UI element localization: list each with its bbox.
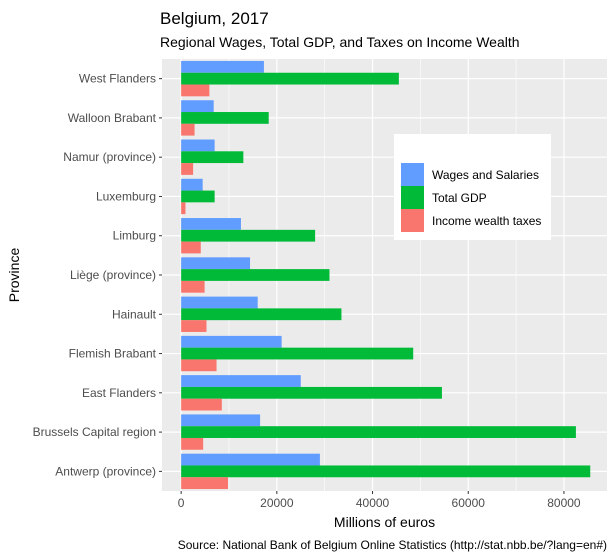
bar-total-gdp-4 <box>181 308 342 321</box>
y-tick-label: Luxemburg <box>96 189 156 203</box>
y-tick-label: Limburg <box>113 229 156 243</box>
bar-total-gdp-1 <box>181 426 576 438</box>
y-tick-label: Liège (province) <box>70 268 156 282</box>
bar-income-wealth-taxes-9 <box>181 123 195 136</box>
legend-swatch <box>401 163 424 186</box>
bar-wages-and-salaries-2 <box>181 375 301 387</box>
bar-income-wealth-taxes-8 <box>181 163 194 175</box>
bar-wages-and-salaries-1 <box>181 414 261 427</box>
y-tick-label: Namur (province) <box>63 150 156 164</box>
bar-income-wealth-taxes-4 <box>181 320 207 332</box>
legend-label: Total GDP <box>432 191 487 205</box>
x-tick-label: 40000 <box>356 496 390 510</box>
y-axis-title: Province <box>6 248 22 303</box>
bar-income-wealth-taxes-3 <box>181 359 217 372</box>
y-tick-label: Brussels Capital region <box>33 425 156 439</box>
chart-title: Belgium, 2017 <box>160 9 269 28</box>
bar-wages-and-salaries-5 <box>181 257 251 270</box>
y-tick-label: Hainault <box>112 307 157 321</box>
bar-total-gdp-5 <box>181 269 330 281</box>
bar-wages-and-salaries-4 <box>181 296 258 309</box>
bar-total-gdp-0 <box>181 465 591 478</box>
x-axis-title: Millions of euros <box>334 514 435 530</box>
chart-caption: Source: National Bank of Belgium Online … <box>178 538 607 552</box>
bar-wages-and-salaries-0 <box>181 453 320 466</box>
bar-wages-and-salaries-3 <box>181 335 282 348</box>
bar-wages-and-salaries-7 <box>181 178 203 191</box>
legend-swatch <box>401 209 424 232</box>
bar-income-wealth-taxes-5 <box>181 280 205 293</box>
bar-income-wealth-taxes-2 <box>181 398 222 411</box>
bar-total-gdp-10 <box>181 72 399 85</box>
x-tick-label: 80000 <box>547 496 581 510</box>
x-tick-label: 0 <box>178 496 185 510</box>
bars <box>181 60 591 490</box>
y-tick-labels: Antwerp (province) Brussels Capital regio… <box>33 72 162 478</box>
y-tick-label: Walloon Brabant <box>68 111 157 125</box>
legend-label: Income wealth taxes <box>432 214 541 228</box>
bar-total-gdp-3 <box>181 347 414 360</box>
bar-total-gdp-7 <box>181 190 215 203</box>
legend: Wages and Salaries Total GDP Income wealth… <box>394 134 551 240</box>
y-tick-label: East Flanders <box>82 386 156 400</box>
bar-income-wealth-taxes-6 <box>181 241 201 254</box>
bar-income-wealth-taxes-1 <box>181 437 204 450</box>
bar-total-gdp-8 <box>181 151 244 164</box>
bar-income-wealth-taxes-10 <box>181 84 210 97</box>
bar-wages-and-salaries-6 <box>181 218 241 230</box>
legend-swatch <box>401 186 424 209</box>
x-tick-labels: 0 20000 40000 60000 80000 <box>178 491 581 510</box>
bar-total-gdp-2 <box>181 386 442 399</box>
y-tick-label: West Flanders <box>79 72 156 86</box>
bar-income-wealth-taxes-7 <box>181 202 186 215</box>
bar-wages-and-salaries-8 <box>181 139 215 152</box>
chart-subtitle: Regional Wages, Total GDP, and Taxes on … <box>160 34 520 50</box>
legend-label: Wages and Salaries <box>432 168 539 182</box>
x-tick-label: 60000 <box>452 496 486 510</box>
y-tick-label: Flemish Brabant <box>69 347 157 361</box>
bar-total-gdp-6 <box>181 229 316 242</box>
x-tick-label: 20000 <box>260 496 294 510</box>
bar-wages-and-salaries-9 <box>181 100 214 113</box>
bar-total-gdp-9 <box>181 112 269 124</box>
bar-wages-and-salaries-10 <box>181 60 264 73</box>
y-tick-label: Antwerp (province) <box>55 464 156 478</box>
bar-income-wealth-taxes-0 <box>181 477 229 490</box>
